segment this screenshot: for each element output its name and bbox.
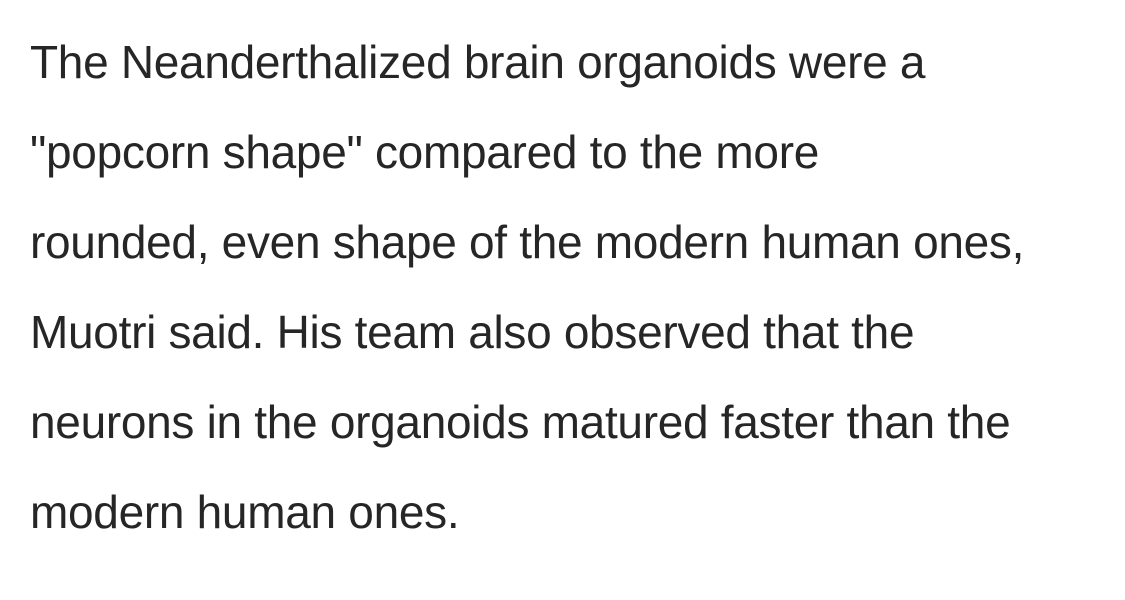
paragraph-line-2: "popcorn shape" compared to the more xyxy=(30,126,819,178)
paragraph-line-6: modern human ones. xyxy=(30,486,460,538)
paragraph-line-1: The Neanderthalized brain organoids were… xyxy=(30,36,926,88)
paragraph-line-4: Muotri said. His team also observed that… xyxy=(30,306,915,358)
paragraph-line-3: rounded, even shape of the modern human … xyxy=(30,216,1025,268)
paragraph-line-5: neurons in the organoids matured faster … xyxy=(30,396,1011,448)
article-paragraph: The Neanderthalized brain organoids were… xyxy=(30,17,1120,557)
